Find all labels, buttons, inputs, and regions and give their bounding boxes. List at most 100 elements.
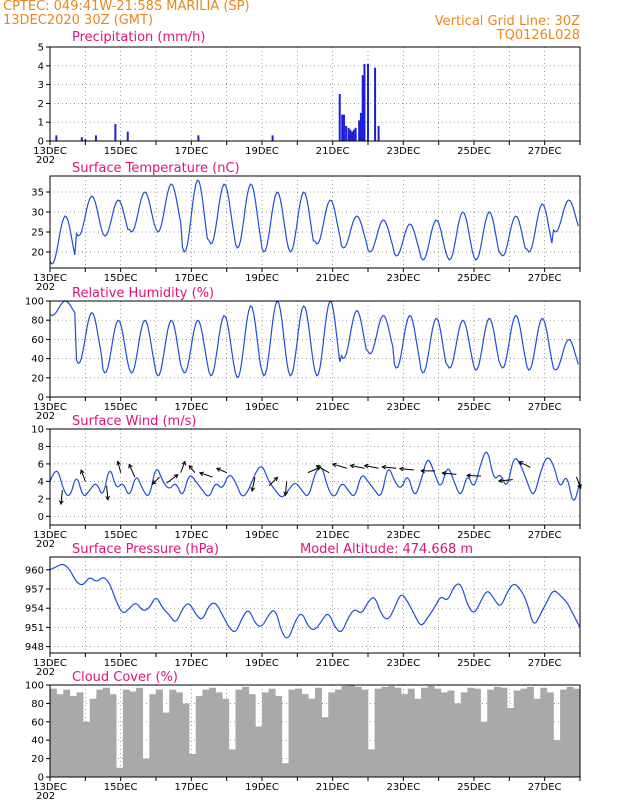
cloud-bar <box>189 754 197 777</box>
precip-bar <box>352 129 355 141</box>
wind-arrow-head <box>151 480 157 485</box>
header-grid-line: Vertical Grid Line: 30Z <box>434 14 580 29</box>
cloud-bar <box>222 698 230 777</box>
cloud-bar <box>361 689 369 777</box>
cloud-bar <box>520 688 528 777</box>
x-tick-label: 23DEC <box>386 782 420 793</box>
wind-arrow <box>519 461 531 468</box>
cloud-bar <box>228 749 236 777</box>
x-tick-label: 25DEC <box>457 782 491 793</box>
wind-arrow-head <box>273 476 279 482</box>
x-tick-label: 27DEC <box>528 782 562 793</box>
cloud-bar <box>447 690 455 777</box>
x-tick-label: 19DEC <box>245 782 279 793</box>
wind-arrow <box>350 464 365 469</box>
wind-arrow <box>382 466 397 469</box>
x-year-label: 202 <box>36 539 55 550</box>
wind-arrow <box>364 464 379 469</box>
x-tick-label: 23DEC <box>386 530 420 541</box>
x-tick-label: 17DEC <box>174 658 208 669</box>
cloud-bar <box>341 685 349 777</box>
wind-arrow-head <box>116 460 121 466</box>
cloud-bar <box>63 689 71 777</box>
cloud-bar <box>136 687 144 777</box>
y-tick-label: 4 <box>38 477 44 488</box>
precip-bar <box>363 63 366 141</box>
cloud-bar <box>162 712 170 777</box>
wind-arrow-head <box>420 468 425 474</box>
panel-title: Surface Pressure (hPa) <box>72 542 219 557</box>
cloud-bar <box>480 721 488 777</box>
y-tick-label: 80 <box>31 699 44 710</box>
wind-arrow-head <box>315 465 321 470</box>
y-tick-label: 40 <box>31 354 44 365</box>
x-tick-label: 25DEC <box>457 530 491 541</box>
cloud-bar <box>421 687 428 777</box>
precip-bar <box>367 63 369 141</box>
wind-arrow-head <box>58 500 64 506</box>
wind-arrow-head <box>128 463 133 469</box>
precip-bar <box>114 124 117 141</box>
cloud-bar <box>103 687 110 777</box>
panel-title: Surface Temperature (nC) <box>72 161 240 176</box>
cloud-bar <box>467 687 475 777</box>
y-tick-label: 2 <box>38 99 44 110</box>
x-tick-label: 17DEC <box>174 146 208 157</box>
cloud-bar <box>527 686 534 777</box>
cloud-bar <box>434 688 442 777</box>
wind-arrow <box>199 472 213 478</box>
cloud-bar <box>493 686 501 777</box>
x-tick-label: 17DEC <box>174 402 208 413</box>
cloud-bar <box>96 689 104 777</box>
precip-bar <box>342 114 345 141</box>
cloud-bar <box>401 694 409 777</box>
panel-title: Surface Wind (m/s) <box>72 414 196 429</box>
cloud-bar <box>109 694 117 777</box>
y-tick-label: 60 <box>31 335 44 346</box>
cloud-bar <box>195 696 203 777</box>
x-tick-label: 25DEC <box>457 402 491 413</box>
cloud-bar <box>275 696 283 777</box>
panel-title: Cloud Cover (%) <box>72 670 178 685</box>
y-tick-label: 960 <box>25 565 44 576</box>
cloud-bar <box>460 692 468 777</box>
cloud-bar <box>328 692 336 777</box>
cloud-bar <box>321 717 329 777</box>
plot-frame <box>49 300 581 398</box>
y-tick-label: 0 <box>38 773 44 784</box>
x-tick-label: 25DEC <box>457 146 491 157</box>
x-tick-label: 13DEC <box>33 402 67 413</box>
wind-arrow-head <box>518 461 524 466</box>
wind-arrow <box>80 469 86 482</box>
x-year-label: 202 <box>36 155 55 166</box>
plot-frame <box>49 175 581 269</box>
wind-arrow-head <box>250 487 256 493</box>
cloud-bar <box>122 689 130 777</box>
y-tick-label: 948 <box>25 642 44 653</box>
cloud-bar <box>169 689 177 777</box>
precip-bar <box>374 67 377 141</box>
cloud-bar <box>374 688 382 777</box>
pressure-line <box>49 563 581 639</box>
x-tick-label: 27DEC <box>528 273 562 284</box>
y-tick-label: 100 <box>25 297 44 308</box>
wind-arrow-head <box>105 495 110 501</box>
header-model-code: TQ0126L028 <box>496 28 580 43</box>
cloud-bar <box>50 688 57 777</box>
precip-bar <box>94 135 97 141</box>
cloud-bar <box>315 687 322 777</box>
x-tick-label: 21DEC <box>316 658 350 669</box>
cloud-bar <box>182 703 190 777</box>
cloud-bar <box>427 685 435 777</box>
y-tick-label: 20 <box>31 248 44 259</box>
cloud-bar <box>248 694 256 777</box>
x-year-label: 202 <box>36 791 55 800</box>
cloud-bar <box>242 686 250 777</box>
panel-title: Precipitation (mm/h) <box>72 30 205 45</box>
x-year-label: 202 <box>36 282 55 293</box>
wind-arrow-head <box>80 469 85 475</box>
y-tick-label: 100 <box>25 681 44 692</box>
cloud-bar <box>507 708 515 777</box>
y-tick-label: 1 <box>38 118 44 129</box>
plot-frame <box>49 46 581 142</box>
